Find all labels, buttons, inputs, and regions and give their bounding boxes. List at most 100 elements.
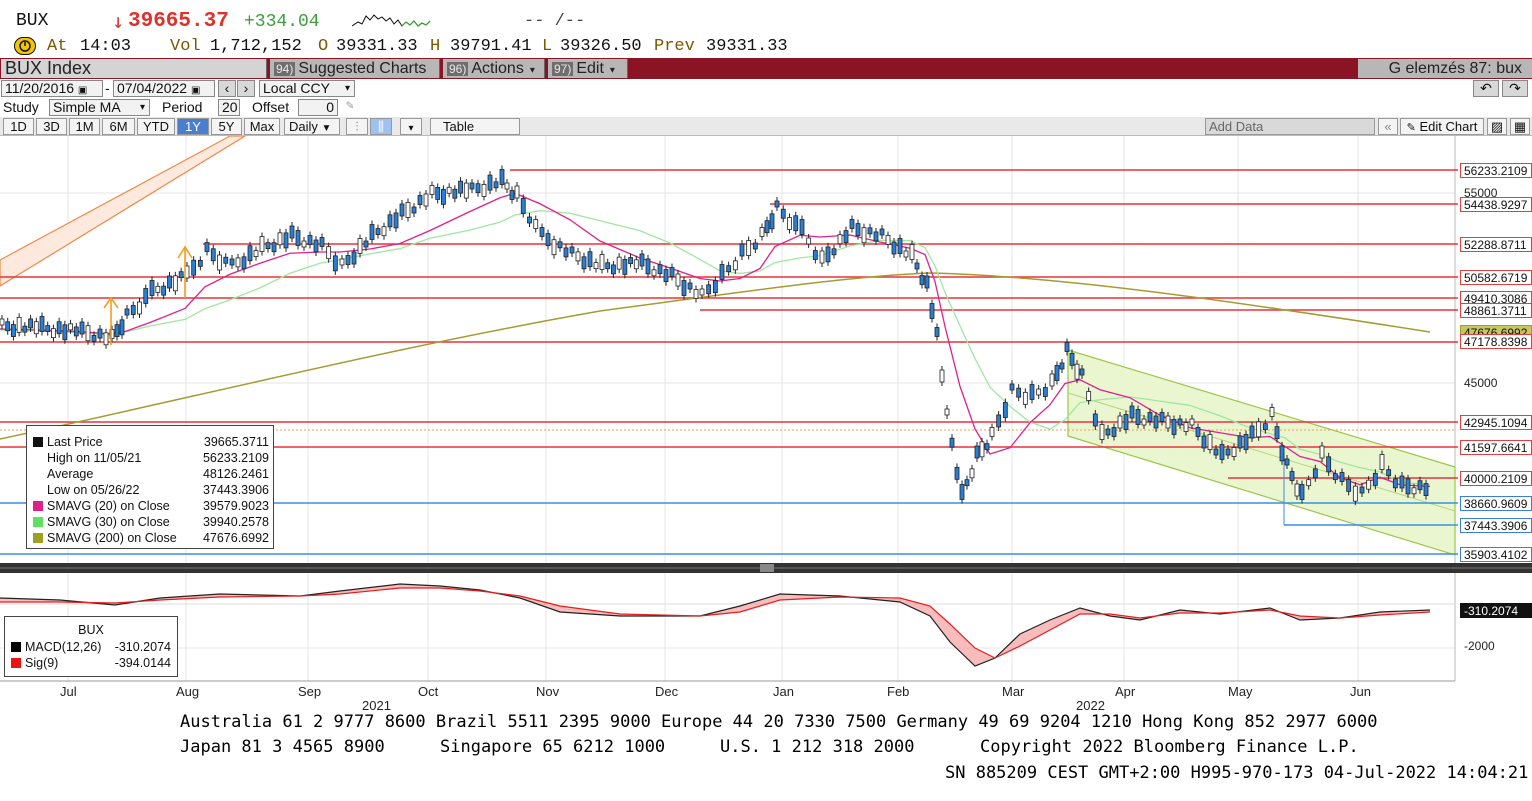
candle-body <box>1099 424 1105 440</box>
period-input[interactable]: 20 <box>218 99 240 116</box>
currency-select[interactable]: Local CCY ▾ <box>259 80 355 97</box>
offset-value: 0 <box>326 99 334 115</box>
candle-body <box>605 262 611 270</box>
collapse-button[interactable]: « <box>1378 118 1398 135</box>
add-data-input[interactable]: Add Data <box>1205 118 1375 135</box>
price-chart[interactable] <box>0 136 1532 688</box>
pencil-icon[interactable]: ✎ <box>346 98 354 113</box>
candle-body <box>1141 418 1147 426</box>
candle-body <box>651 269 657 277</box>
legend-row[interactable]: SMAVG (20) on Close 39579.9023 <box>33 498 273 514</box>
candle-body <box>599 254 605 270</box>
candle-body <box>1405 478 1411 495</box>
candle-body <box>1042 387 1048 397</box>
actions-menu[interactable]: 96) Actions ▾ <box>443 59 545 78</box>
study-select[interactable]: Simple MA ▾ <box>49 99 150 116</box>
candle-body <box>307 235 313 245</box>
candle-type-button[interactable]: ⫼ <box>370 118 392 135</box>
dropdown-icon: ▾ <box>344 83 350 94</box>
candle-body <box>1392 478 1398 489</box>
sma20-line <box>0 192 1431 488</box>
y-tick-minus2000: -2000 <box>1464 639 1495 653</box>
timeframe-5y[interactable]: 5Y <box>211 118 242 135</box>
candle-body <box>1054 365 1060 381</box>
redo-button[interactable]: ↷ <box>1502 80 1528 97</box>
candle-body <box>265 242 271 249</box>
candle-body <box>969 468 975 479</box>
start-date-field[interactable]: 11/20/2016 ▣ <box>1 80 103 97</box>
edit-menu[interactable]: 97) Edit ▾ <box>548 59 628 78</box>
chart-grid-button[interactable]: ▦ <box>1510 118 1530 135</box>
footer-line-1: Australia 61 2 9777 8600 Brazil 5511 239… <box>180 712 1378 732</box>
candle-icon: ⫼ <box>378 119 384 134</box>
sma30-line <box>0 210 1431 486</box>
legend-row[interactable]: SMAVG (200) on Close 47676.6992 <box>33 530 273 546</box>
x-tick-label: Sep <box>298 684 322 699</box>
offset-input[interactable]: 0 <box>298 99 338 116</box>
security-field[interactable]: BUX Index <box>1 59 267 78</box>
candle-body <box>628 257 633 264</box>
frequency-select[interactable]: Daily ▼ <box>284 118 340 135</box>
candle-body <box>1117 415 1123 429</box>
candle-body <box>56 321 62 335</box>
timeframe-3d[interactable]: 3D <box>36 118 67 135</box>
candle-body <box>1129 405 1135 419</box>
candle-body <box>295 230 301 246</box>
candle-body <box>657 264 663 275</box>
timeframe-1y[interactable]: 1Y <box>177 118 209 135</box>
dropdown-icon: ▾ <box>609 65 615 76</box>
legend-value: -394.0144 <box>114 656 171 670</box>
legend-row[interactable]: Average 48126.2461 <box>33 466 273 482</box>
legend-value: 56233.2109 <box>202 451 269 465</box>
scroll-right-button[interactable]: › <box>237 80 255 97</box>
timeframe-ytd[interactable]: YTD <box>137 118 175 135</box>
candle-body <box>137 301 142 315</box>
macd-legend-row[interactable]: Sig(9) -394.0144 <box>11 655 175 671</box>
candle-body <box>463 182 469 199</box>
suggested-charts-button[interactable]: 94) Suggested Charts <box>270 59 440 78</box>
timeframe-1d[interactable]: 1D <box>3 118 34 135</box>
candle-body <box>345 255 351 265</box>
price-tag: 35903.4102 <box>1460 547 1532 562</box>
candle-body <box>1009 383 1015 391</box>
x-tick-label: May <box>1228 684 1253 699</box>
legend-row[interactable]: Last Price 39665.3711 <box>33 434 273 450</box>
candle-body <box>351 251 357 265</box>
candle-body <box>271 242 277 253</box>
chart-legend[interactable]: Last Price 39665.3711 High on 11/05/21 5623… <box>26 425 274 549</box>
chevron-right-icon: › <box>243 80 249 96</box>
suggested-num: 94) <box>274 62 296 76</box>
macd-legend-row[interactable]: MACD(12,26) -310.2074 <box>11 639 175 655</box>
candle-body <box>1016 387 1022 398</box>
candle-body <box>1299 484 1305 500</box>
timeframe-1m[interactable]: 1M <box>69 118 100 135</box>
candle-body <box>1069 352 1075 366</box>
candle-body <box>217 254 222 271</box>
chart-type-button[interactable]: ⫶ <box>346 118 368 135</box>
chart-options-dropdown[interactable]: ▾ <box>400 118 422 135</box>
candle-body <box>819 250 825 264</box>
candle-body <box>867 227 873 235</box>
macd-legend[interactable]: BUX MACD(12,26) -310.2074 Sig(9) -394.0144 <box>4 616 178 677</box>
timeframe-max[interactable]: Max <box>244 118 280 135</box>
legend-row[interactable]: Low on 05/26/22 37443.3906 <box>33 482 273 498</box>
chart-settings-button[interactable]: ▨ <box>1487 118 1507 135</box>
timeframe-6m[interactable]: 6M <box>102 118 135 135</box>
candle-body <box>332 255 338 272</box>
table-button[interactable]: Table <box>430 118 520 135</box>
legend-swatch <box>33 501 43 511</box>
saved-chart-title[interactable]: G elemzés 87: bux <box>1358 59 1532 78</box>
legend-row[interactable]: SMAVG (30) on Close 39940.2578 <box>33 514 273 530</box>
candle-body <box>103 332 109 346</box>
x-tick-label: Nov <box>536 684 560 699</box>
candle-body <box>259 236 265 252</box>
candle-body <box>837 234 843 245</box>
undo-button[interactable]: ↶ <box>1473 80 1499 97</box>
end-date-field[interactable]: 07/04/2022 ▣ <box>113 80 215 97</box>
edit-chart-label: Edit Chart <box>1419 119 1478 134</box>
legend-row[interactable]: High on 11/05/21 56233.2109 <box>33 450 273 466</box>
candle-body <box>959 484 965 500</box>
toolbar: BUX Index 94) Suggested Charts 96) Actions… <box>0 58 1532 79</box>
scroll-left-button[interactable]: ‹ <box>218 80 236 97</box>
edit-chart-button[interactable]: ✎ Edit Chart <box>1400 118 1484 135</box>
